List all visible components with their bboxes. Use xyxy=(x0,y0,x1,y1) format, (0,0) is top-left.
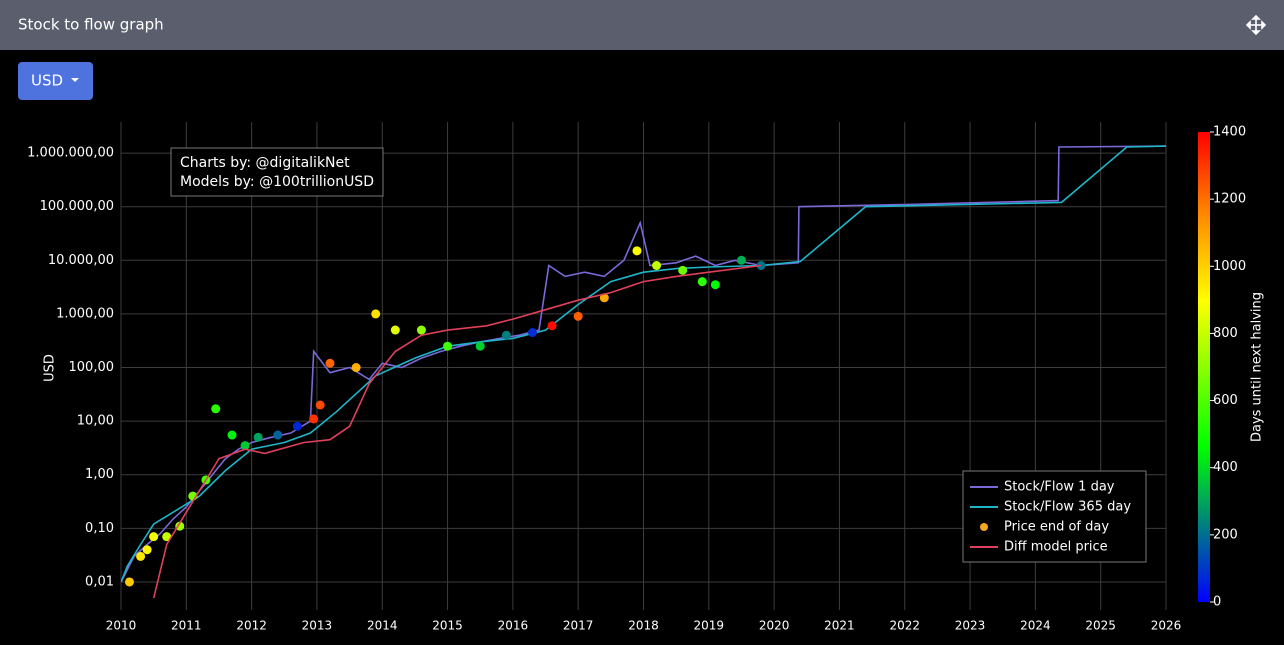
price-point xyxy=(253,432,263,442)
x-tick-label: 2017 xyxy=(563,619,594,633)
series-layer xyxy=(121,145,1166,599)
series-line xyxy=(152,264,762,599)
header-title: Stock to flow graph xyxy=(18,16,164,34)
x-tick-label: 2022 xyxy=(889,619,920,633)
legend-label: Stock/Flow 365 day xyxy=(1004,500,1131,515)
price-point xyxy=(573,311,583,321)
colorbar-tick-label: 400 xyxy=(1213,460,1238,475)
y-tick-label: 1,00 xyxy=(85,467,114,482)
x-tick-label: 2016 xyxy=(498,619,529,633)
price-point xyxy=(315,400,325,410)
price-point xyxy=(547,321,557,331)
y-tick-label: 0,10 xyxy=(85,521,114,536)
annotation-text: Charts by: @digitalikNet xyxy=(180,155,350,171)
price-point xyxy=(652,260,662,270)
x-tick-label: 2011 xyxy=(171,619,202,633)
colorbar-tick-label: 1400 xyxy=(1213,125,1246,140)
price-point xyxy=(736,255,746,265)
y-tick-label: 100,00 xyxy=(69,360,115,375)
x-tick-label: 2010 xyxy=(106,619,137,633)
y-axis-label: USD xyxy=(43,354,58,382)
price-point xyxy=(273,430,283,440)
colorbar-tick-label: 200 xyxy=(1213,527,1238,542)
colorbar-tick-label: 800 xyxy=(1213,326,1238,341)
y-tick-label: 1.000.000,00 xyxy=(27,146,114,161)
x-tick-label: 2025 xyxy=(1085,619,1116,633)
colorbar-title: Days until next halving xyxy=(1250,292,1265,442)
series-line xyxy=(121,145,1166,583)
price-point xyxy=(292,421,302,431)
price-point xyxy=(325,358,335,368)
x-tick-label: 2018 xyxy=(628,619,659,633)
legend-label: Diff model price xyxy=(1004,540,1108,555)
price-point xyxy=(710,280,720,290)
price-point xyxy=(162,532,172,542)
series-line xyxy=(121,145,1166,583)
x-tick-label: 2024 xyxy=(1020,619,1051,633)
legend-marker xyxy=(980,523,988,531)
price-point xyxy=(149,532,159,542)
x-tick-label: 2013 xyxy=(302,619,333,633)
price-point xyxy=(142,545,152,555)
x-tick-label: 2023 xyxy=(955,619,986,633)
annotation-box xyxy=(170,147,384,197)
colorbar-tick-label: 600 xyxy=(1213,393,1238,408)
x-tick-label: 2015 xyxy=(432,619,463,633)
price-point xyxy=(678,265,688,275)
price-point xyxy=(351,363,361,373)
colorbar-tick-label: 0 xyxy=(1213,595,1221,610)
dropdown-caret xyxy=(71,78,79,82)
y-tick-label: 100.000,00 xyxy=(40,199,114,214)
y-tick-label: 0,01 xyxy=(85,574,114,589)
annotation-text: Models by: @100trillionUSD xyxy=(180,174,374,190)
price-point xyxy=(475,341,485,351)
x-tick-label: 2014 xyxy=(367,619,398,633)
y-tick-label: 10,00 xyxy=(77,414,114,429)
header-bar xyxy=(0,0,1284,50)
price-point xyxy=(599,293,609,303)
price-point xyxy=(501,330,511,340)
price-point xyxy=(632,246,642,256)
y-tick-label: 10.000,00 xyxy=(48,253,114,268)
colorbar xyxy=(1198,132,1210,602)
price-point xyxy=(175,521,185,531)
price-point xyxy=(390,325,400,335)
colorbar-tick-label: 1200 xyxy=(1213,192,1246,207)
price-point xyxy=(443,341,453,351)
currency-button[interactable] xyxy=(18,62,93,100)
price-point xyxy=(371,309,381,319)
price-point xyxy=(227,430,237,440)
colorbar-tick-label: 1000 xyxy=(1213,259,1246,274)
price-point xyxy=(211,404,221,414)
x-tick-label: 2020 xyxy=(759,619,790,633)
price-point xyxy=(136,551,146,561)
x-tick-label: 2012 xyxy=(236,619,267,633)
x-tick-label: 2019 xyxy=(694,619,725,633)
y-tick-label: 1.000,00 xyxy=(56,306,114,321)
price-point xyxy=(240,441,250,451)
price-point xyxy=(124,577,134,587)
move-icon[interactable] xyxy=(1245,14,1267,36)
legend-label: Price end of day xyxy=(1004,520,1109,535)
price-point xyxy=(309,414,319,424)
currency-button-label: USD xyxy=(31,72,63,90)
x-tick-label: 2026 xyxy=(1151,619,1182,633)
price-point xyxy=(527,328,537,338)
price-point xyxy=(416,325,426,335)
legend-label: Stock/Flow 1 day xyxy=(1004,480,1115,495)
price-point xyxy=(697,277,707,287)
x-tick-label: 2021 xyxy=(824,619,855,633)
